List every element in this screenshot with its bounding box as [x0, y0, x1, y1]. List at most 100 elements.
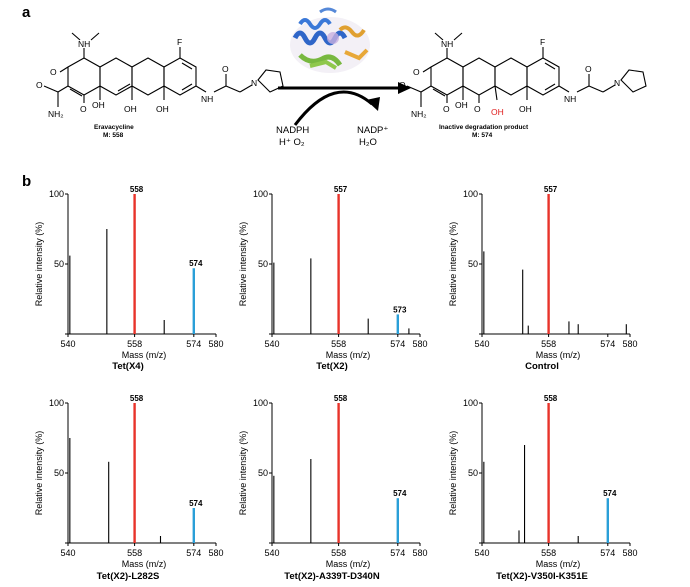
- ring-b: [99, 57, 133, 96]
- y-tick-label: 50: [54, 468, 64, 478]
- peak-label: 558: [544, 394, 558, 403]
- x-tick-label: 574: [390, 548, 405, 558]
- hydroxyl-a: OH: [92, 100, 105, 110]
- y-axis-title: Relative intensity (%): [34, 431, 44, 516]
- x-tick-label: 540: [60, 339, 75, 349]
- y-axis-title: Relative intensity (%): [34, 222, 44, 307]
- product-amide-oxygen: O: [399, 80, 406, 90]
- x-tick-label: 574: [600, 548, 615, 558]
- y-tick-label: 50: [468, 259, 478, 269]
- product-oxygen-b: O: [474, 104, 481, 114]
- spectrum-title: Tet(X2)-V350I-K351E: [496, 571, 588, 582]
- ring-c: [131, 57, 165, 96]
- product-fluorine: F: [540, 37, 545, 47]
- y-tick-label: 100: [253, 398, 268, 408]
- x-tick-label: 574: [600, 339, 615, 349]
- peak-label: 574: [393, 489, 407, 498]
- product-mass: M: 574: [472, 132, 493, 139]
- pyrrolidine-ring: [257, 69, 284, 93]
- reaction-arrow: [278, 82, 411, 126]
- x-tick-label: 574: [390, 339, 405, 349]
- amide-nh-side: NH: [201, 94, 213, 104]
- x-axis-title: Mass (m/z): [122, 350, 167, 360]
- peak-label: 558: [334, 394, 348, 403]
- ring-d: [163, 57, 197, 96]
- x-tick-label: 580: [412, 548, 427, 558]
- pyrrolidine-n: N: [251, 78, 257, 88]
- product-structure: F NH O O NH₂ O OH O OH OH NH O N: [399, 32, 647, 119]
- x-axis-title: Mass (m/z): [536, 559, 581, 569]
- x-tick-label: 540: [264, 548, 279, 558]
- product-hydroxyl-c: OH: [519, 104, 532, 114]
- enzyme-structure-icon: [290, 7, 370, 73]
- substrate-name: Eravacycline: [94, 124, 134, 131]
- x-tick-label: 558: [331, 339, 346, 349]
- product-oxygen-a: O: [443, 104, 450, 114]
- spectrum-chart: 50 100 540 558 574 580 557 573 Mass (m/z) Relativ…: [238, 185, 428, 372]
- x-tick-label: 540: [264, 339, 279, 349]
- x-tick-label: 580: [208, 339, 223, 349]
- cofactor-h2o: H₂O: [359, 137, 377, 148]
- spectrum-chart: 50 100 540 558 574 580 558 574 Mass (m/z) Relativ…: [238, 394, 428, 582]
- y-tick-label: 100: [49, 398, 64, 408]
- amine-atom: NH: [78, 39, 90, 49]
- spectrum-title: Tet(X2)-L282S: [97, 571, 160, 582]
- panel-a-letter: a: [22, 4, 31, 21]
- x-axis-title: Mass (m/z): [326, 350, 371, 360]
- x-axis-title: Mass (m/z): [122, 559, 167, 569]
- x-tick-label: 574: [186, 339, 201, 349]
- cofactor-nadph: NADPH: [276, 125, 309, 136]
- x-tick-label: 540: [474, 548, 489, 558]
- peak-label: 574: [189, 259, 203, 268]
- cofactor-nadp: NADP⁺: [357, 125, 388, 136]
- oxygen-atom: O: [50, 67, 57, 77]
- product-amide-nh2: NH₂: [411, 109, 427, 119]
- peak-label: 557: [334, 185, 348, 194]
- y-axis-title: Relative intensity (%): [448, 222, 458, 307]
- y-tick-label: 100: [49, 189, 64, 199]
- x-tick-label: 558: [541, 548, 556, 558]
- eravacycline-structure: F NH O O NH₂ O OH OH OH NH O N: [36, 32, 284, 119]
- product-hydroxyl-a: OH: [455, 100, 468, 110]
- x-tick-label: 580: [412, 339, 427, 349]
- amide-nh2: NH₂: [48, 109, 64, 119]
- fluorine-atom: F: [177, 37, 182, 47]
- mass-spectra-panels: 50 100 540 558 574 580 558 574 Mass (m/z) Relativ…: [34, 185, 638, 582]
- x-tick-label: 580: [622, 339, 637, 349]
- x-tick-label: 540: [60, 548, 75, 558]
- y-axis-title: Relative intensity (%): [238, 222, 248, 307]
- product-new-hydroxyl: OH: [491, 107, 504, 117]
- spectrum-title: Tet(X2): [316, 361, 348, 372]
- product-side-oxygen: O: [585, 64, 592, 74]
- peak-label: 573: [393, 305, 407, 314]
- x-tick-label: 558: [127, 339, 142, 349]
- y-axis-title: Relative intensity (%): [448, 431, 458, 516]
- peak-label: 574: [189, 499, 203, 508]
- substrate-mass: M: 558: [103, 132, 124, 139]
- hydroxyl-b: OH: [124, 104, 137, 114]
- x-axis-title: Mass (m/z): [536, 350, 581, 360]
- peak-label: 558: [130, 394, 144, 403]
- y-tick-label: 100: [463, 398, 478, 408]
- x-tick-label: 540: [474, 339, 489, 349]
- x-tick-label: 580: [208, 548, 223, 558]
- spectrum-title: Tet(X2)-A339T-D340N: [284, 571, 380, 582]
- y-tick-label: 100: [463, 189, 478, 199]
- peak-label: 558: [130, 185, 144, 194]
- product-name: Inactive degradation product: [439, 124, 529, 131]
- y-tick-label: 50: [258, 468, 268, 478]
- spectrum-chart: 50 100 540 558 574 580 558 574 Mass (m/z) Relativ…: [448, 394, 638, 582]
- x-tick-label: 558: [541, 339, 556, 349]
- y-axis-title: Relative intensity (%): [238, 431, 248, 516]
- spectrum-chart: 50 100 540 558 574 580 558 574 Mass (m/z) Relativ…: [34, 394, 224, 582]
- spectrum-title: Control: [525, 361, 559, 372]
- spectrum-chart: 50 100 540 558 574 580 557 Mass (m/z) Relative i…: [448, 185, 638, 372]
- product-pyrrolidine-n: N: [614, 78, 620, 88]
- hydroxyl-c: OH: [156, 104, 169, 114]
- ring-a: [67, 57, 101, 96]
- product-oxygen: O: [413, 67, 420, 77]
- product-amine: NH: [441, 39, 453, 49]
- x-axis-title: Mass (m/z): [326, 559, 371, 569]
- x-tick-label: 558: [127, 548, 142, 558]
